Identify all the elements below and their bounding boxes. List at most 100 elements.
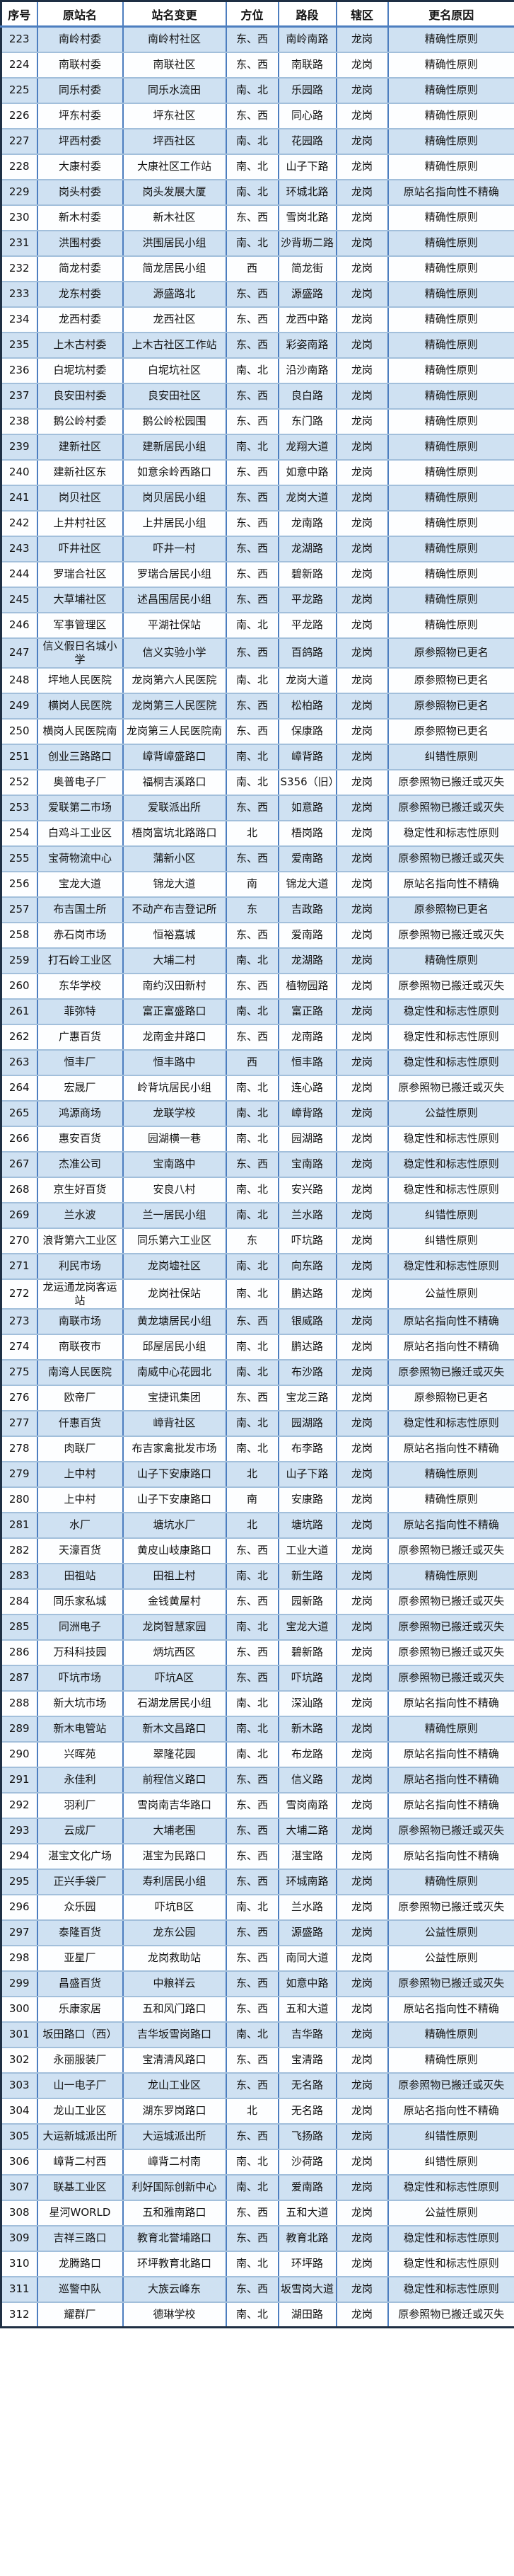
cell-district: 龙岗 (335, 102, 389, 129)
cell-new-name: 嶂背二村南 (122, 2148, 227, 2176)
cell-road: 雪岗北路 (277, 204, 337, 231)
cell-reason: 精确性原则 (387, 1715, 514, 1743)
cell-old-name: 宝龙大道 (36, 870, 124, 898)
cell-road: 碧新路 (277, 560, 337, 588)
cell-new-name: 嶂背嶂盛路口 (122, 743, 227, 770)
cell-old-name: 南岭村委 (36, 25, 124, 53)
cell-district: 龙岗 (335, 331, 389, 359)
cell-old-name: 上井村社区 (36, 509, 124, 537)
cell-direction: 北 (225, 819, 279, 847)
cell-direction: 南、北 (225, 2021, 279, 2048)
table-row: 258 赤石岗市场 恒裕嘉城 东、西 爱南路 龙岗 原参照物已搬迁或灭失 (0, 921, 514, 949)
cell-seq: 279 (0, 1460, 38, 1488)
cell-seq: 251 (0, 743, 38, 770)
cell-road: 龙南路 (277, 1023, 337, 1051)
cell-new-name: 新木文昌路口 (122, 1715, 227, 1743)
cell-road: 五和大道 (277, 2199, 337, 2226)
cell-old-name: 肉联厂 (36, 1435, 124, 1462)
cell-new-name: 吓井一村 (122, 535, 227, 562)
cell-old-name: 打石岭工业区 (36, 947, 124, 974)
table-row: 291 永佳利 前程信义路口 东、西 信义路 龙岗 原站名指向性不精确 (0, 1766, 514, 1794)
header-cell-old-name: 原站名 (36, 0, 124, 28)
cell-reason: 原站名指向性不精确 (387, 1690, 514, 1717)
cell-seq: 309 (0, 2224, 38, 2252)
cell-district: 龙岗 (335, 1919, 389, 1946)
table-row: 224 南联村委 南联社区 东、西 南联路 龙岗 精确性原则 (0, 51, 514, 79)
cell-new-name: 雪岗南吉华路口 (122, 1791, 227, 1819)
cell-road: 简龙街 (277, 255, 337, 282)
cell-road: 山子下路 (277, 153, 337, 180)
cell-new-name: 述昌围居民小组 (122, 586, 227, 613)
cell-district: 龙岗 (335, 1944, 389, 1972)
cell-reason: 稳定性和标志性原则 (387, 1176, 514, 1203)
cell-road: 沙荷路 (277, 2148, 337, 2176)
cell-new-name: 平湖社保站 (122, 611, 227, 639)
cell-reason: 原参照物已搬迁或灭失 (387, 2072, 514, 2099)
cell-reason: 原参照物已搬迁或灭失 (387, 1613, 514, 1641)
cell-reason: 公益性原则 (387, 1278, 514, 1310)
cell-seq: 226 (0, 102, 38, 129)
cell-reason: 精确性原则 (387, 1486, 514, 1513)
cell-seq: 277 (0, 1409, 38, 1437)
cell-old-name: 龙腾路口 (36, 2250, 124, 2277)
cell-road: 深汕路 (277, 1690, 337, 1717)
table-row: 290 兴晖苑 翠隆花园 南、北 布龙路 龙岗 原站名指向性不精确 (0, 1740, 514, 1768)
cell-road: 嶂背路 (277, 743, 337, 770)
cell-old-name: 泰隆百货 (36, 1919, 124, 1946)
cell-old-name: 利民市场 (36, 1252, 124, 1280)
table-row: 248 坪地人民医院 龙岗第六人民医院 南、北 龙岗大道 龙岗 原参照物已更名 (0, 666, 514, 694)
cell-road: 宝龙三路 (277, 1384, 337, 1411)
cell-old-name: 鸿源商场 (36, 1099, 124, 1127)
header-cell-district: 辖区 (335, 0, 389, 28)
cell-new-name: 龙岗第三人民医院 (122, 692, 227, 720)
cell-reason: 精确性原则 (387, 306, 514, 333)
cell-direction: 东、西 (225, 1537, 279, 1564)
cell-seq: 299 (0, 1970, 38, 1997)
cell-road: 龙南路 (277, 509, 337, 537)
cell-direction: 南、北 (225, 178, 279, 206)
header-cell-seq: 序号 (0, 0, 38, 28)
table-row: 273 南联市场 黄龙塘居民小组 东、西 银威路 龙岗 原站名指向性不精确 (0, 1307, 514, 1335)
cell-seq: 297 (0, 1919, 38, 1946)
cell-reason: 精确性原则 (387, 947, 514, 974)
cell-seq: 275 (0, 1358, 38, 1386)
cell-reason: 稳定性和标志性原则 (387, 1049, 514, 1076)
table-row: 243 吓井社区 吓井一村 东、西 龙湖路 龙岗 精确性原则 (0, 535, 514, 562)
cell-old-name: 奥普电子厂 (36, 768, 124, 796)
cell-new-name: 湛宝为民路口 (122, 1842, 227, 1870)
cell-direction: 南、北 (225, 1613, 279, 1641)
cell-seq: 296 (0, 1893, 38, 1921)
cell-reason: 精确性原则 (387, 357, 514, 384)
cell-district: 龙岗 (335, 204, 389, 231)
table-row: 225 同乐村委 同乐水流田 南、北 乐园路 龙岗 精确性原则 (0, 76, 514, 104)
cell-seq: 291 (0, 1766, 38, 1794)
cell-new-name: 岗头发展大厦 (122, 178, 227, 206)
cell-district: 龙岗 (335, 1074, 389, 1102)
cell-road: 源盛路 (277, 1919, 337, 1946)
station-rename-table-page: 序号 原站名 站名变更 方位 路段 辖区 更名原因 223 南岭村委 南岭村社区… (0, 0, 514, 2328)
cell-seq: 270 (0, 1227, 38, 1254)
cell-direction: 西 (225, 1049, 279, 1076)
cell-seq: 305 (0, 2122, 38, 2150)
cell-district: 龙岗 (335, 153, 389, 180)
cell-road: 花园路 (277, 127, 337, 155)
cell-new-name: 山子下安康路口 (122, 1486, 227, 1513)
cell-seq: 312 (0, 2301, 38, 2328)
cell-direction: 南、北 (225, 2301, 279, 2328)
cell-direction: 南、北 (225, 127, 279, 155)
cell-old-name: 简龙村委 (36, 255, 124, 282)
cell-old-name: 南联市场 (36, 1307, 124, 1335)
cell-new-name: 南威中心花园北 (122, 1358, 227, 1386)
cell-district: 龙岗 (335, 870, 389, 898)
table-row: 231 洪围村委 洪围居民小组 南、北 沙背坜二路 龙岗 精确性原则 (0, 229, 514, 257)
cell-road: 恒丰路 (277, 1049, 337, 1076)
cell-district: 龙岗 (335, 255, 389, 282)
table-row: 259 打石岭工业区 大埔二村 南、北 龙湖路 龙岗 精确性原则 (0, 947, 514, 974)
table-row: 302 永丽服装厂 宝清清风路口 东、西 宝清路 龙岗 精确性原则 (0, 2046, 514, 2074)
cell-old-name: 龙运通龙岗客运站 (36, 1278, 124, 1310)
cell-direction: 东、西 (225, 1995, 279, 2023)
cell-new-name: 建新居民小组 (122, 433, 227, 461)
cell-old-name: 罗瑞合社区 (36, 560, 124, 588)
cell-seq: 302 (0, 2046, 38, 2074)
cell-reason: 稳定性和标志性原则 (387, 819, 514, 847)
